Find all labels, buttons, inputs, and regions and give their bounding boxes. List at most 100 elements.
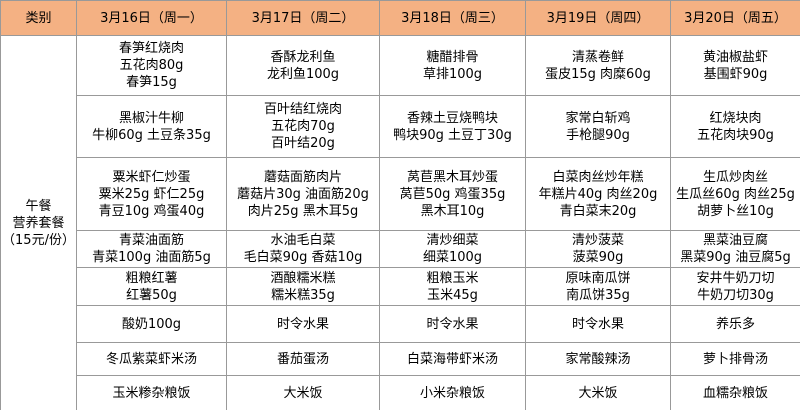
cell-line: 手枪腿90g bbox=[566, 127, 630, 143]
menu-cell: 原味南瓜饼 南瓜饼35g bbox=[525, 267, 671, 306]
cell-line: 牛柳60g 土豆条35g bbox=[92, 127, 211, 143]
cell-line: 南瓜饼35g bbox=[566, 287, 630, 303]
cell-line: 蛋皮15g 肉糜60g bbox=[545, 66, 651, 82]
menu-cell: 大米饭 bbox=[226, 375, 380, 410]
cell-line: 大米饭 bbox=[283, 385, 323, 401]
cell-line: 蘑菇片30g 油面筋20g bbox=[237, 186, 369, 202]
cell-line: 肉片25g 黑木耳5g bbox=[247, 203, 359, 219]
cell-line: 粗粮玉米 bbox=[426, 270, 479, 286]
menu-cell: 小米杂粮饭 bbox=[379, 375, 526, 410]
menu-cell: 糖醋排骨 草排100g bbox=[379, 35, 526, 96]
menu-cell: 春笋红烧肉 五花肉80g 春笋15g bbox=[76, 35, 227, 96]
menu-cell: 萝卜排骨汤 bbox=[670, 342, 800, 376]
cell-line: 大米饭 bbox=[578, 385, 618, 401]
cell-line: 春笋红烧肉 bbox=[118, 41, 184, 56]
cell-line: 蘑菇面筋肉片 bbox=[263, 169, 342, 185]
menu-cell: 冬瓜紫菜虾米汤 bbox=[76, 342, 227, 376]
cell-line: 细菜100g bbox=[422, 250, 483, 265]
cell-line: （15元/份） bbox=[2, 232, 75, 248]
menu-cell: 黄油椒盐虾 基围虾90g bbox=[670, 35, 800, 96]
cell-line: 酸奶100g bbox=[121, 316, 182, 332]
menu-cell: 白菜海带虾米汤 bbox=[379, 342, 526, 376]
cell-line: 血糯杂粮饭 bbox=[702, 385, 768, 401]
cell-line: 午餐 bbox=[25, 198, 52, 214]
menu-cell: 家常酸辣汤 bbox=[525, 342, 671, 376]
cell-line: 百叶结20g bbox=[271, 136, 335, 151]
menu-cell: 红烧块肉 五花肉块90g bbox=[670, 95, 800, 158]
cell-line: 年糕片40g 肉丝20g bbox=[538, 186, 658, 202]
cell-line: 黄油椒盐虾 bbox=[702, 49, 768, 65]
cell-line: 营养套餐 bbox=[12, 215, 65, 231]
cell-line: 清蒸卷鲜 bbox=[571, 49, 624, 65]
cell-line: 胡萝卜丝10g bbox=[697, 203, 774, 219]
cell-line: 黑木耳10g bbox=[420, 203, 485, 219]
cell-line: 基围虾90g bbox=[703, 66, 768, 82]
header-cell: 3月16日（周一） bbox=[76, 0, 227, 36]
menu-cell: 时令水果 bbox=[379, 305, 526, 343]
menu-row: 青菜油面筋 青菜100g 油面筋5g 水油毛白菜 毛白菜90g 香菇10g 清炒细菜 细菜… bbox=[1, 230, 800, 268]
cell-line: 红薯50g bbox=[126, 287, 177, 303]
menu-cell: 生瓜炒肉丝 生瓜丝60g 肉丝25g 胡萝卜丝10g bbox=[670, 157, 800, 231]
cell-line: 冬瓜紫菜虾米汤 bbox=[105, 351, 197, 367]
menu-cell: 水油毛白菜毛白菜90g 香菇10g bbox=[226, 230, 380, 268]
cell-line: 五花肉80g bbox=[119, 58, 184, 73]
cell-line: 原味南瓜饼 bbox=[565, 270, 631, 286]
menu-cell: 时令水果 bbox=[226, 305, 380, 343]
cell-line: 番茄蛋汤 bbox=[276, 351, 329, 367]
menu-cell: 白菜肉丝炒年糕 年糕片40g 肉丝20g 青白菜末20g bbox=[525, 157, 671, 231]
header-cell: 3月19日（周四） bbox=[525, 0, 671, 36]
menu-row: 玉米糁杂粮饭 大米饭 小米杂粮饭 大米饭 血糯杂粮饭 bbox=[1, 375, 800, 410]
menu-cell: 黑菜油豆腐 黑菜90g 油豆腐5g bbox=[670, 230, 800, 268]
menu-cell: 玉米糁杂粮饭 bbox=[76, 375, 227, 410]
menu-cell: 粟米虾仁炒蛋 粟米25g 虾仁25g 青豆10g 鸡蛋40g bbox=[76, 157, 227, 231]
cell-line: 时令水果 bbox=[571, 316, 624, 332]
cell-line: 毛白菜90g 香菇10g bbox=[243, 250, 363, 265]
category-cell: 午餐 营养套餐 （15元/份） bbox=[0, 35, 77, 410]
menu-cell: 时令水果 bbox=[525, 305, 671, 343]
menu-row: 冬瓜紫菜虾米汤 番茄蛋汤 白菜海带虾米汤 家常酸辣汤 萝卜排骨汤 bbox=[1, 342, 800, 376]
cell-line: 玉米45g bbox=[427, 287, 478, 303]
menu-cell: 家常白斩鸡 手枪腿90g bbox=[525, 95, 671, 158]
menu-cell: 青菜油面筋 青菜100g 油面筋5g bbox=[76, 230, 227, 268]
menu-cell: 大米饭 bbox=[525, 375, 671, 410]
cell-line: 时令水果 bbox=[276, 316, 329, 332]
menu-cell: 安井牛奶刀切 牛奶刀切30g bbox=[670, 267, 800, 306]
cell-line: 莴苣50g 鸡蛋35g bbox=[399, 186, 506, 202]
cell-line: 糖醋排骨 bbox=[426, 49, 479, 65]
cell-line: 安井牛奶刀切 bbox=[696, 270, 775, 286]
cell-line: 牛奶刀切30g bbox=[697, 287, 774, 303]
cell-line: 青白菜末20g bbox=[559, 203, 637, 219]
menu-cell: 蘑菇面筋肉片 蘑菇片30g 油面筋20g 肉片25g 黑木耳5g bbox=[226, 157, 380, 231]
cell-line: 黑椒汁牛柳 bbox=[118, 110, 184, 126]
menu-row: 粟米虾仁炒蛋 粟米25g 虾仁25g 青豆10g 鸡蛋40g 蘑菇面筋肉片 蘑菇片30g… bbox=[1, 157, 800, 231]
cell-line: 萝卜排骨汤 bbox=[702, 351, 768, 367]
cell-line: 青菜100g 油面筋5g bbox=[92, 250, 211, 265]
cell-line: 养乐多 bbox=[715, 316, 755, 332]
cell-line: 青豆10g 鸡蛋40g bbox=[98, 203, 205, 219]
cell-line: 黑菜油豆腐 bbox=[702, 233, 768, 248]
menu-cell: 酸奶100g bbox=[76, 305, 227, 343]
cell-line: 生瓜炒肉丝 bbox=[702, 169, 768, 185]
cell-line: 玉米糁杂粮饭 bbox=[112, 385, 191, 401]
cell-line: 酒酿糯米糕 bbox=[270, 270, 336, 286]
cell-line: 白菜肉丝炒年糕 bbox=[552, 169, 644, 185]
menu-cell: 清炒菠菜 菠菜90g bbox=[525, 230, 671, 268]
cell-line: 红烧块肉 bbox=[709, 110, 762, 126]
menu-row: 粗粮红薯 红薯50g 酒酿糯米糕 糯米糕35g 粗粮玉米 玉米45g 原味南瓜饼 南瓜饼35g… bbox=[1, 267, 800, 306]
cell-line: 糯米糕35g bbox=[271, 287, 335, 303]
cell-line: 生瓜丝60g 肉丝25g bbox=[676, 186, 795, 202]
cell-line: 龙利鱼100g bbox=[266, 66, 340, 82]
menu-cell: 粗粮玉米 玉米45g bbox=[379, 267, 526, 306]
menu-cell: 黑椒汁牛柳 牛柳60g 土豆条35g bbox=[76, 95, 227, 158]
cell-line: 五花肉块90g bbox=[697, 127, 774, 143]
menu-row: 酸奶100g 时令水果 时令水果 时令水果 养乐多 bbox=[1, 305, 800, 343]
cell-line: 水油毛白菜 bbox=[270, 233, 336, 248]
cell-line: 草排100g bbox=[422, 66, 483, 82]
cell-line: 粗粮红薯 bbox=[125, 270, 178, 286]
menu-cell: 清蒸卷鲜 蛋皮15g 肉糜60g bbox=[525, 35, 671, 96]
menu-cell: 养乐多 bbox=[670, 305, 800, 343]
menu-cell: 酒酿糯米糕 糯米糕35g bbox=[226, 267, 380, 306]
menu-cell: 粗粮红薯 红薯50g bbox=[76, 267, 227, 306]
